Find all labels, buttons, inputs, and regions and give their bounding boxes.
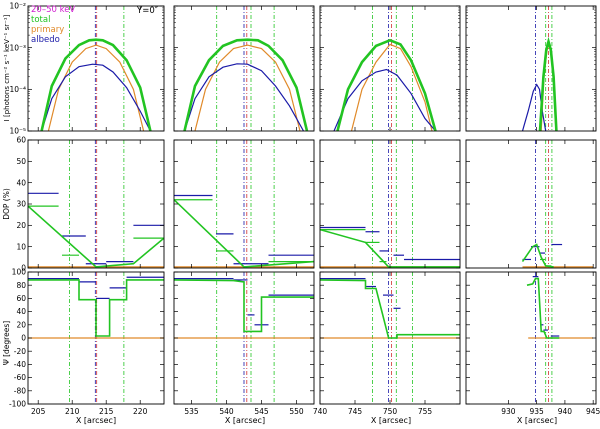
series-total-line	[174, 199, 314, 268]
panel-intensity-col1: 10⁻⁵ 10⁻⁴ 10⁻³ 10⁻²	[9, 2, 165, 136]
x-tick-label: 220	[133, 407, 148, 416]
y-tick-label: 20	[16, 221, 26, 230]
series-total-line	[538, 36, 558, 131]
psi-axis-label: Ψ [degrees]	[2, 321, 11, 365]
plot-area-dop-col1	[28, 140, 164, 268]
y-tick-label: -60	[14, 373, 26, 382]
y-position-annotation: Y=0″	[136, 6, 158, 16]
panel-frame	[27, 5, 165, 132]
series-albedo-line	[333, 68, 436, 131]
series-total-line	[40, 38, 152, 131]
y-tick-label: 30	[16, 200, 26, 209]
legend-primary: primary	[31, 25, 64, 35]
series-total-line	[521, 243, 554, 268]
y-tick-label: 60	[16, 136, 26, 145]
y-tick-label: -80	[14, 386, 26, 395]
y-tick-label: 100	[12, 268, 27, 277]
plot-area-intensity-col4	[521, 6, 558, 131]
panel-psi-col1: -100 -80 -60 -40 -20 0 20 40 60 80 100 205 210 215 220	[9, 268, 165, 416]
y-tick-label: 50	[16, 157, 26, 166]
x-tick-label: 745	[348, 407, 363, 416]
x-tick-label: 210	[65, 407, 80, 416]
x-tick-label: 545	[254, 407, 269, 416]
series-total-line	[28, 279, 164, 337]
x-tick-label: 930	[501, 407, 516, 416]
panel-dop-col2	[173, 139, 315, 269]
y-tick-label: 10⁻⁵	[9, 127, 26, 136]
x-tick-label: 540	[219, 407, 234, 416]
dop-axis-label: DOP (%)	[2, 188, 11, 220]
series-total-line	[320, 228, 460, 268]
panel-intensity-col3	[319, 5, 461, 132]
x-axis-label-col1: X [arcsec]	[76, 416, 116, 425]
plot-area-psi-col2	[174, 272, 314, 404]
y-tick-label: 40	[16, 307, 26, 316]
plot-area-intensity-col1	[40, 6, 152, 131]
legend-albedo: albedo	[31, 35, 60, 45]
x-tick-label: 535	[184, 407, 199, 416]
plot-area-dop-col2	[174, 140, 314, 268]
panel-grid: 10⁻⁵10⁻⁴10⁻³10⁻²0102030405060-100-80-60-…	[9, 2, 600, 416]
x-tick-label: 740	[313, 407, 328, 416]
series-total-line	[526, 277, 560, 339]
x-tick-label: 550	[289, 407, 304, 416]
plot-area-intensity-col3	[333, 6, 437, 131]
panel-dop-col4	[465, 139, 597, 269]
panel-intensity-col2	[173, 5, 315, 132]
series-primary-line	[350, 43, 433, 131]
panel-psi-col2: 535 540 545 550	[173, 271, 315, 416]
panel-dop-col1: 0 10 20 30 40 50 60	[16, 136, 165, 273]
y-tick-label: 10	[16, 242, 26, 251]
y-tick-label: -40	[14, 360, 26, 369]
panel-dop-col3	[319, 139, 461, 269]
panel-frame	[465, 5, 597, 132]
x-tick-label: 940	[558, 407, 573, 416]
x-tick-label: 755	[418, 407, 433, 416]
series-total-line	[183, 38, 309, 131]
series-total-line	[28, 205, 164, 268]
y-tick-label: 20	[16, 320, 26, 329]
y-tick-label: 0	[21, 264, 26, 273]
series-albedo-line	[41, 63, 151, 131]
y-tick-label: 0	[21, 334, 26, 343]
legend-energy-label: 20–50 keV	[31, 5, 75, 15]
y-tick-label: 40	[16, 178, 26, 187]
intensity-axis-label: I [photons cm⁻² s⁻¹ keV⁻¹ sr⁻¹]	[3, 14, 11, 121]
series-total-line	[336, 38, 437, 131]
panel-psi-col3: 740 745 750 755	[313, 271, 461, 416]
x-tick-label: 215	[99, 407, 114, 416]
series-primary-line	[194, 44, 301, 131]
plot-area-psi-col1	[28, 272, 164, 404]
x-axis-label-col3: X [arcsec]	[371, 416, 411, 425]
plot-area-psi-col4	[526, 272, 594, 404]
series-total-line	[174, 279, 314, 333]
x-tick-label: 750	[383, 407, 398, 416]
y-tick-label: 60	[16, 294, 26, 303]
x-tick-label: 935	[529, 407, 544, 416]
panel-psi-col4: 930 935 940 945	[465, 271, 600, 416]
y-tick-label: 10⁻³	[9, 43, 26, 52]
y-tick-label: -100	[9, 400, 26, 409]
y-tick-label: 10⁻⁴	[9, 85, 26, 94]
panel-frame	[173, 5, 315, 132]
y-tick-label: 10⁻²	[9, 2, 26, 11]
legend-total: total	[31, 15, 50, 25]
y-tick-label: -20	[14, 347, 26, 356]
x-tick-label: 205	[31, 407, 46, 416]
panel-intensity-col4	[465, 5, 597, 132]
plot-area-intensity-col2	[183, 6, 309, 131]
series-total-line	[320, 279, 460, 339]
y-tick-label: 80	[16, 281, 26, 290]
plot-area-psi-col3	[320, 272, 460, 404]
plot-area-dop-col4	[521, 140, 594, 268]
series-albedo-line	[183, 63, 305, 131]
x-axis-label-col4: X [arcsec]	[517, 416, 557, 425]
x-axis-label-col2: X [arcsec]	[225, 416, 265, 425]
x-tick-label: 945	[586, 407, 600, 416]
legend: 20–50 keV total primary albedo	[31, 5, 75, 45]
